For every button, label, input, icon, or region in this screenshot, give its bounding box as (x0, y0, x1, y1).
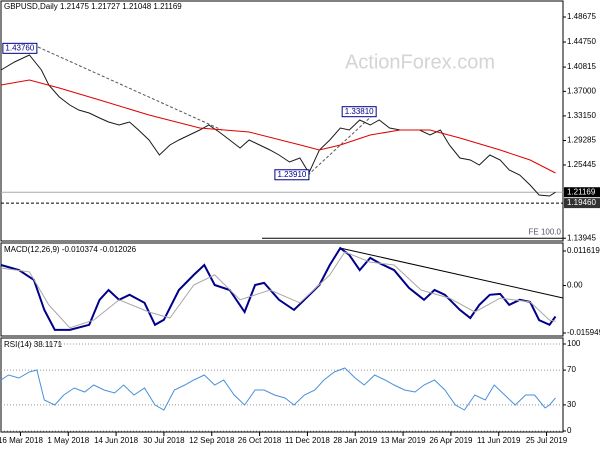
annotation-box (341, 106, 377, 118)
series-line (0, 251, 556, 329)
x-tick-label: 13 Mar 2019 (381, 436, 426, 445)
trend-line (307, 112, 376, 176)
rsi-title: RSI(14) 38.1171 (4, 340, 63, 349)
chart-subtitle: 1.21475 1.21727 1.21048 1.21169 (60, 2, 182, 11)
series-line (0, 54, 556, 197)
x-tick-label: 11 Dec 2018 (285, 436, 330, 445)
x-tick-label: 25 Jul 2019 (526, 436, 568, 445)
y-tick-label: 1.29285 (567, 136, 596, 145)
chart-title: GBPUSD,Daily (4, 2, 58, 11)
x-tick-label: 12 Sep 2018 (189, 436, 235, 445)
annotation-label: 1.23910 (277, 170, 306, 179)
y-tick-label: -0.015949 (567, 328, 600, 337)
level-label: 1.19460 (567, 198, 596, 207)
rsi-panel (0, 337, 564, 433)
y-tick-label: 0.00 (567, 281, 583, 290)
fe-label: FE 100.0 (529, 227, 562, 236)
annotation-label: 1.33810 (345, 107, 374, 116)
y-tick-label: 30 (567, 400, 576, 409)
x-tick-label: 26 Oct 2018 (238, 436, 282, 445)
macd-panel (0, 242, 564, 337)
y-tick-label: 1.25445 (567, 160, 596, 169)
series-line (0, 367, 556, 411)
price-label: 1.21169 (567, 187, 596, 196)
y-tick-label: 100 (567, 339, 581, 348)
watermark: ActionForex.com (345, 51, 495, 73)
series-line (0, 79, 556, 174)
y-tick-label: 0.011619 (567, 246, 600, 255)
price-panel (0, 0, 564, 242)
y-tick-label: 1.40815 (567, 62, 596, 71)
x-tick-label: 1 May 2018 (47, 436, 89, 445)
y-tick-label: 1.13945 (567, 233, 596, 242)
y-tick-label: 0 (567, 426, 572, 435)
x-tick-label: 30 Jul 2018 (143, 436, 185, 445)
x-tick-label: 11 Jun 2019 (477, 436, 521, 445)
x-tick-label: 28 Jan 2019 (333, 436, 378, 445)
annotation-label: 1.43760 (5, 43, 34, 52)
x-tick-label: 16 Mar 2018 (0, 436, 43, 445)
y-tick-label: 1.37000 (567, 86, 596, 95)
y-tick-label: 70 (567, 365, 576, 374)
y-tick-label: 1.44750 (567, 37, 596, 46)
y-tick-label: 1.33150 (567, 111, 596, 120)
price-label-box (564, 187, 600, 198)
y-tick-label: 1.48675 (567, 12, 596, 21)
x-tick-label: 14 Jun 2018 (94, 436, 139, 445)
macd-trend-line (339, 247, 564, 299)
level-label-box (564, 198, 600, 209)
macd-title: MACD(12,26,9) -0.010374 -0.012026 (4, 245, 137, 254)
annotation-box (2, 42, 38, 54)
series-line (0, 246, 557, 331)
annotation-box (274, 169, 310, 181)
trend-line (37, 46, 223, 131)
x-tick-label: 26 Apr 2019 (429, 436, 473, 445)
